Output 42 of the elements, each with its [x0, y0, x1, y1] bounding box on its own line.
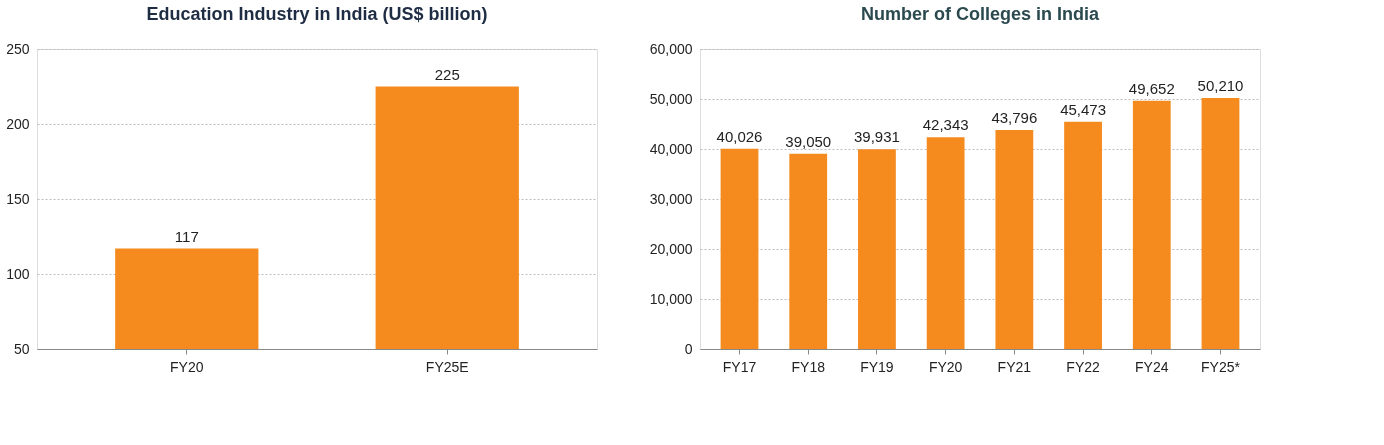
y-tick-label: 0	[684, 340, 693, 357]
data-label: 43,796	[991, 109, 1038, 127]
y-tick-label: 40,000	[649, 140, 693, 157]
x-tick-label: FY20	[928, 358, 963, 375]
x-tick-label: FY25*	[1201, 358, 1241, 375]
y-tick-label: 200	[6, 115, 30, 132]
data-label: 49,652	[1128, 79, 1175, 97]
bar	[926, 137, 965, 349]
data-label: 42,343	[922, 116, 969, 134]
chart-title: Number of Colleges in India	[860, 4, 1100, 24]
x-tick-label: FY17	[722, 358, 757, 375]
data-label: 39,931	[853, 128, 900, 146]
y-tick-label: 250	[6, 40, 30, 57]
bar	[720, 148, 759, 349]
data-label: 117	[174, 227, 199, 245]
bar	[995, 130, 1034, 349]
y-tick-label: 50,000	[649, 90, 693, 107]
chart-title: Education Industry in India (US$ billion)	[146, 4, 488, 24]
x-tick-label: FY25E	[425, 358, 469, 375]
bar	[1132, 100, 1171, 349]
x-tick-label: FY20	[170, 358, 204, 375]
data-label: 50,210	[1197, 76, 1244, 94]
x-tick-label: FY18	[791, 358, 826, 375]
data-label: 40,026	[716, 127, 763, 145]
y-tick-label: 50	[13, 340, 30, 357]
bar	[858, 149, 896, 349]
data-label: 225	[434, 65, 460, 83]
y-tick-label: 60,000	[649, 40, 693, 57]
x-tick-label: FY21	[997, 358, 1032, 375]
data-label: 39,050	[785, 132, 832, 150]
y-tick-label: 150	[6, 190, 30, 207]
y-tick-label: 30,000	[649, 190, 693, 207]
data-label: 45,473	[1060, 100, 1107, 118]
bar	[1201, 97, 1240, 349]
y-tick-label: 100	[6, 265, 30, 282]
y-tick-label: 20,000	[649, 240, 693, 257]
bar	[789, 153, 828, 349]
y-tick-label: 10,000	[649, 290, 693, 307]
x-tick-label: FY24	[1135, 358, 1169, 375]
x-tick-label: FY19	[860, 358, 894, 375]
x-tick-label: FY22	[1066, 358, 1101, 375]
bar	[1064, 121, 1102, 349]
